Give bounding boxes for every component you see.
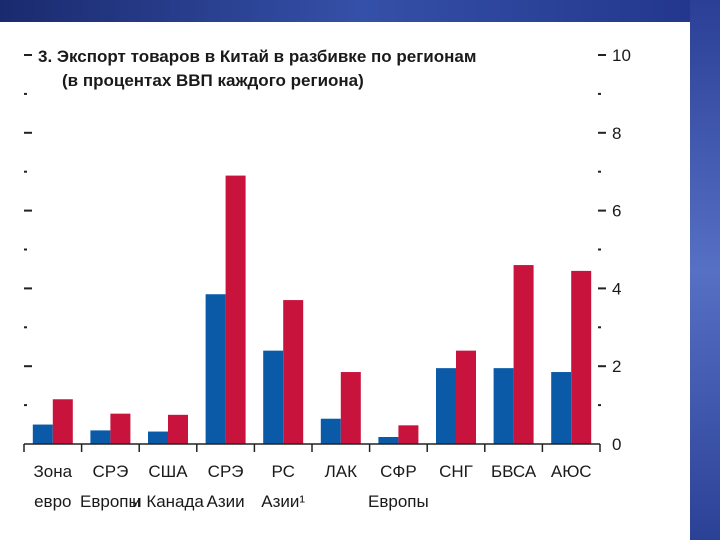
bar-series-1	[378, 436, 399, 444]
category-label: Азии¹	[261, 492, 305, 511]
y-tick-label: 2	[612, 357, 621, 376]
y-tick-label: 0	[612, 435, 621, 454]
bar-series-1	[263, 350, 284, 444]
window-top-frame	[0, 0, 720, 22]
category-label: Зона	[34, 462, 73, 481]
bar-series-1	[90, 430, 111, 444]
bar-series-1	[205, 294, 226, 444]
y-tick-label: 6	[612, 202, 621, 221]
window-right-frame	[690, 0, 720, 540]
category-label: евро	[34, 492, 71, 511]
category-label: ЛАК	[325, 462, 357, 481]
y-tick-label: 8	[612, 124, 621, 143]
category-label: РС	[271, 462, 294, 481]
bar-series-2	[283, 300, 304, 444]
bar-series-1	[551, 372, 572, 444]
category-label: Европы	[368, 492, 429, 511]
bar-chart: 3. Экспорт товаров в Китай в разбивке по…	[23, 46, 631, 511]
category-label: США	[148, 462, 188, 481]
category-label: СРЭ	[208, 462, 244, 481]
chart-panel: 3. Экспорт товаров в Китай в разбивке по…	[0, 22, 690, 540]
bar-series-2	[225, 175, 246, 444]
bar-series-2	[571, 270, 592, 444]
category-label: Азии	[207, 492, 245, 511]
bar-series-1	[32, 424, 53, 444]
chart-subtitle: (в процентах ВВП каждого региона)	[62, 71, 364, 90]
right-tick-marks	[598, 54, 606, 407]
category-label: и Канада	[132, 492, 204, 511]
category-label: СРЭ	[92, 462, 128, 481]
bar-series-1	[493, 368, 514, 444]
y-tick-label: 10	[612, 46, 631, 65]
category-label: БВСА	[491, 462, 537, 481]
category-label: СФР	[380, 462, 417, 481]
bar-series-1	[436, 368, 456, 444]
y-axis-tick-labels: 0 2 4 6 8 10	[612, 46, 631, 454]
bar-series-2	[398, 425, 419, 444]
bars-group	[32, 175, 592, 444]
bar-series-2	[513, 265, 534, 444]
left-tick-marks	[24, 54, 32, 407]
chart-title: 3. Экспорт товаров в Китай в разбивке по…	[38, 47, 476, 66]
y-tick-label: 4	[612, 279, 621, 298]
bar-series-1	[320, 418, 341, 444]
category-label: СНГ	[439, 462, 473, 481]
category-label: АЮС	[551, 462, 592, 481]
bar-series-2	[340, 372, 361, 444]
category-label: Европы	[80, 492, 141, 511]
bar-series-2	[52, 399, 73, 444]
bar-series-2	[168, 414, 188, 444]
bar-series-1	[148, 431, 168, 444]
x-axis-tick-marks	[23, 444, 601, 452]
bar-series-2	[110, 413, 131, 444]
bar-series-2	[456, 350, 476, 444]
